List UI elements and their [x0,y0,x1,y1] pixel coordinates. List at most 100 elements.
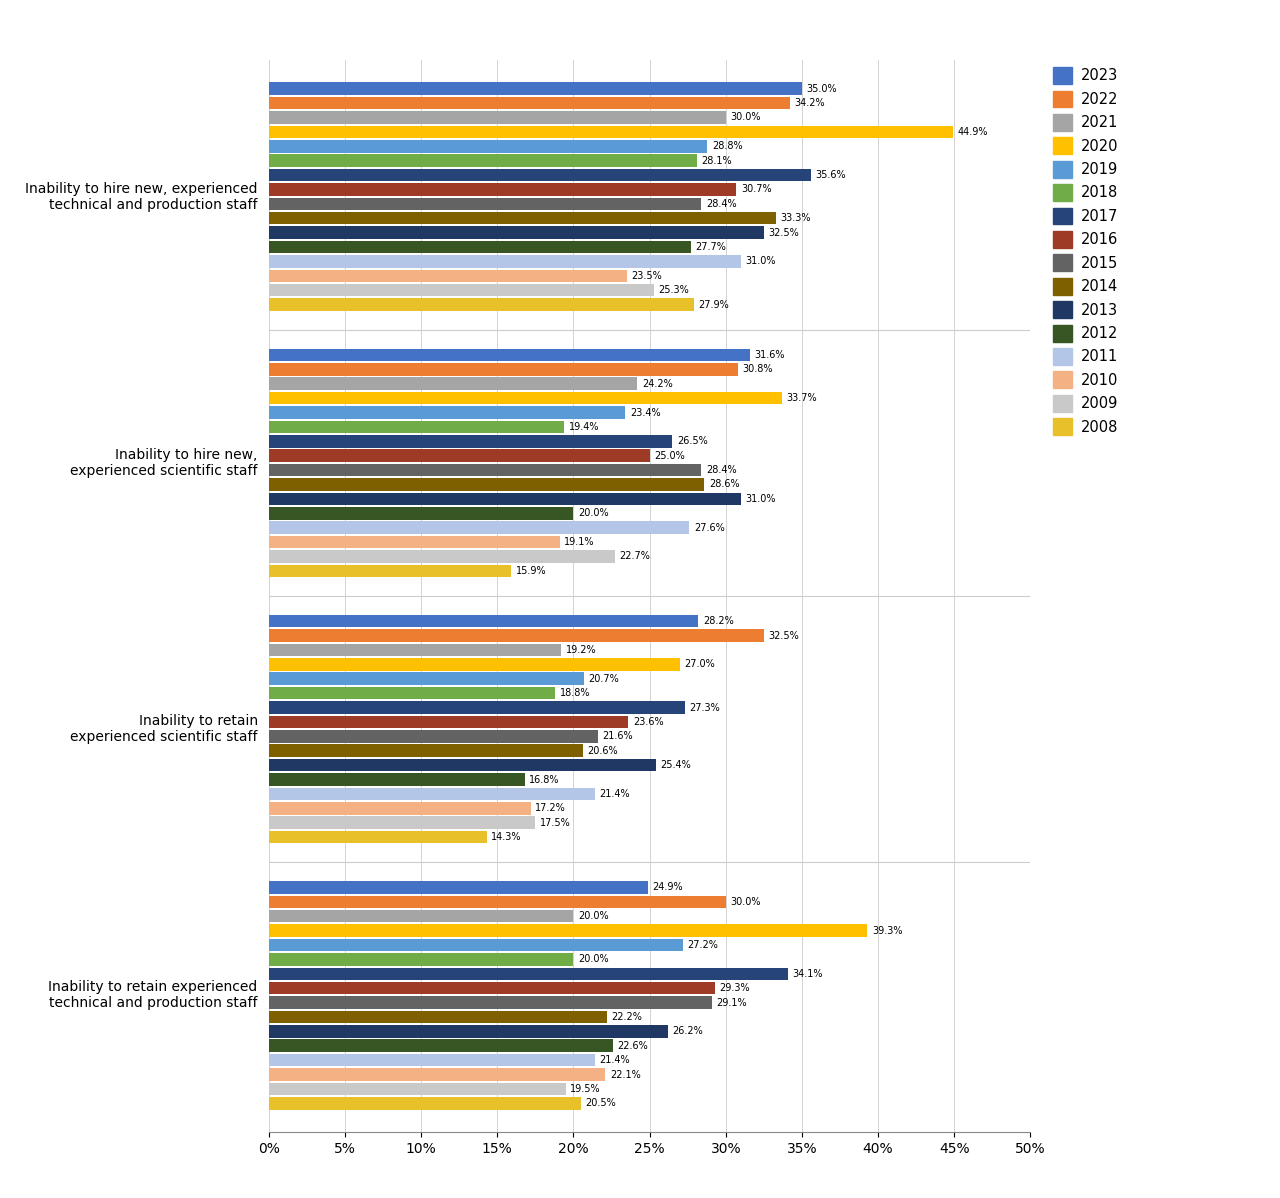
Text: 29.1%: 29.1% [717,998,748,1008]
Bar [269,255,741,267]
Bar [269,615,699,628]
Bar [269,968,788,980]
Bar [269,1025,668,1037]
Bar [269,420,564,434]
Text: 17.2%: 17.2% [535,804,566,813]
Bar [269,126,952,138]
Text: 24.9%: 24.9% [653,883,684,893]
Bar [269,787,595,800]
Bar [269,392,782,405]
Bar [269,169,812,181]
Text: 35.0%: 35.0% [806,84,837,93]
Bar [269,521,689,534]
Bar [269,686,556,700]
Text: 34.2%: 34.2% [795,98,824,108]
Bar [269,1069,605,1081]
Text: 19.1%: 19.1% [564,537,595,547]
Bar [269,701,685,714]
Bar [269,801,531,815]
Text: 22.1%: 22.1% [611,1070,641,1079]
Text: 21.6%: 21.6% [603,731,634,742]
Legend: 2023, 2022, 2021, 2020, 2019, 2018, 2017, 2016, 2015, 2014, 2013, 2012, 2011, 20: 2023, 2022, 2021, 2020, 2019, 2018, 2017… [1053,67,1119,435]
Text: 39.3%: 39.3% [872,926,902,936]
Bar [269,83,801,95]
Bar [269,1083,566,1095]
Bar [269,629,764,642]
Text: 31.6%: 31.6% [755,350,785,359]
Bar [269,183,736,195]
Text: 28.4%: 28.4% [707,199,736,208]
Text: 14.3%: 14.3% [492,833,522,842]
Bar [269,882,648,894]
Bar [269,492,741,506]
Text: 44.9%: 44.9% [957,127,988,137]
Bar [269,270,627,282]
Bar [269,284,654,296]
Bar [269,550,614,563]
Bar [269,377,637,391]
Bar [269,643,561,657]
Bar [269,730,598,743]
Text: 22.7%: 22.7% [620,551,650,562]
Text: 19.5%: 19.5% [571,1084,602,1094]
Bar [269,1054,595,1066]
Bar [269,449,649,462]
Bar [269,536,559,549]
Text: 30.0%: 30.0% [731,897,760,907]
Text: 20.5%: 20.5% [586,1099,617,1108]
Bar [269,155,696,167]
Bar [269,564,511,577]
Text: 34.1%: 34.1% [792,969,823,979]
Bar [269,954,573,966]
Bar [269,212,776,224]
Text: 23.5%: 23.5% [631,271,662,280]
Text: 27.0%: 27.0% [685,659,716,670]
Text: 29.3%: 29.3% [719,984,750,993]
Text: 20.0%: 20.0% [579,955,608,964]
Text: 26.2%: 26.2% [672,1027,703,1036]
Text: 23.6%: 23.6% [632,716,663,727]
Text: 30.0%: 30.0% [731,113,760,122]
Text: 30.7%: 30.7% [741,184,772,194]
Bar [269,97,790,109]
Text: 21.4%: 21.4% [599,789,630,799]
Text: 27.6%: 27.6% [694,522,724,533]
Bar [269,816,535,829]
Text: 23.4%: 23.4% [630,407,660,418]
Bar [269,939,684,951]
Text: 22.2%: 22.2% [612,1012,643,1022]
Bar [269,658,680,671]
Bar [269,925,868,937]
Bar [269,744,582,757]
Bar [269,830,486,843]
Text: 28.4%: 28.4% [707,465,736,476]
Bar [269,507,573,520]
Text: 25.0%: 25.0% [654,450,685,461]
Text: 22.6%: 22.6% [618,1041,649,1051]
Bar [269,715,628,728]
Text: 19.4%: 19.4% [568,422,599,432]
Text: 27.7%: 27.7% [695,242,726,252]
Bar [269,241,691,253]
Bar [269,363,739,376]
Text: 33.7%: 33.7% [787,393,818,403]
Text: 25.4%: 25.4% [660,760,691,770]
Bar [269,1097,581,1109]
Bar [269,111,726,123]
Bar [269,226,764,238]
Bar [269,198,701,210]
Text: 24.2%: 24.2% [643,379,673,388]
Text: Selected hiring-related factors creating future capacity constraints (2008–2023): Selected hiring-related factors creating… [96,22,829,41]
Bar [269,478,704,491]
Text: 28.1%: 28.1% [701,156,732,165]
Bar [269,435,672,448]
Text: 31.0%: 31.0% [745,494,776,504]
Bar [269,773,525,786]
Text: 16.8%: 16.8% [529,774,559,785]
Bar [269,758,655,772]
Text: Figure 1.: Figure 1. [15,22,106,41]
Text: 30.8%: 30.8% [742,364,773,374]
Bar [269,406,625,419]
Text: 15.9%: 15.9% [516,565,547,576]
Text: 20.0%: 20.0% [579,508,608,519]
